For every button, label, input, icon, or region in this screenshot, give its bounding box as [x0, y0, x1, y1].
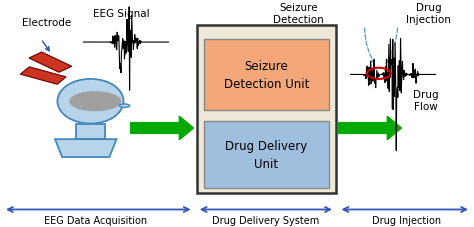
- Text: Drug Injection: Drug Injection: [372, 215, 441, 225]
- Text: Drug
Injection: Drug Injection: [406, 3, 451, 25]
- FancyBboxPatch shape: [76, 124, 105, 140]
- FancyBboxPatch shape: [204, 122, 329, 188]
- Polygon shape: [55, 140, 117, 157]
- Bar: [20, 68, 66, 85]
- Text: Drug Delivery
Unit: Drug Delivery Unit: [226, 140, 308, 170]
- Text: Drug Delivery System: Drug Delivery System: [212, 215, 319, 225]
- Text: Electrode: Electrode: [22, 18, 71, 28]
- Bar: [29, 53, 72, 73]
- Text: EEG Data Acquisition: EEG Data Acquisition: [44, 215, 147, 225]
- FancyArrow shape: [338, 117, 401, 140]
- FancyBboxPatch shape: [197, 26, 336, 193]
- Ellipse shape: [69, 92, 121, 112]
- Ellipse shape: [57, 79, 124, 124]
- Text: EEG Signal: EEG Signal: [93, 9, 149, 19]
- FancyBboxPatch shape: [204, 39, 329, 111]
- Ellipse shape: [119, 105, 130, 108]
- Text: Seizure
Detection: Seizure Detection: [273, 3, 324, 25]
- Text: Drug
Flow: Drug Flow: [413, 89, 439, 112]
- FancyArrow shape: [131, 117, 193, 140]
- Text: Seizure
Detection Unit: Seizure Detection Unit: [224, 60, 309, 91]
